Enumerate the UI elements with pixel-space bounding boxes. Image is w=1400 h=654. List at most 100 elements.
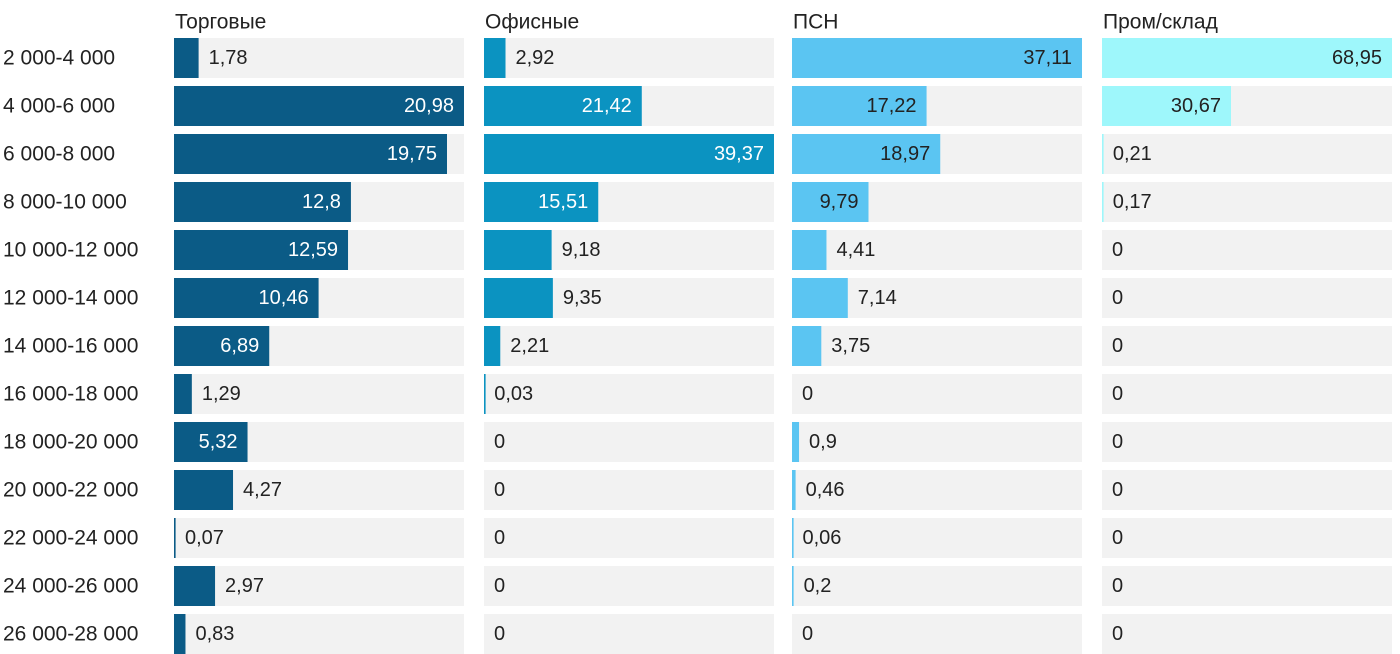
bar-track <box>484 470 774 510</box>
bar <box>792 38 1082 78</box>
data-label: 2,21 <box>510 335 549 357</box>
data-label: 5,32 <box>199 431 238 453</box>
bar <box>792 518 794 558</box>
bar-track <box>1102 278 1392 318</box>
data-label: 0 <box>802 383 813 405</box>
bar <box>1102 86 1231 126</box>
bar <box>174 134 447 174</box>
panel-title: Пром/склад <box>1103 11 1218 34</box>
data-label: 12,59 <box>288 239 338 261</box>
data-label: 10,46 <box>259 287 309 309</box>
bar <box>174 518 176 558</box>
bar-track <box>1102 518 1392 558</box>
category-label: 26 000-28 000 <box>3 623 138 646</box>
bar-track <box>1102 614 1392 654</box>
data-label: 1,78 <box>209 47 248 69</box>
bar <box>174 326 270 366</box>
data-label: 0,21 <box>1113 143 1152 165</box>
bar <box>174 566 216 606</box>
data-label: 1,29 <box>202 383 241 405</box>
bar <box>484 182 599 222</box>
data-label: 12,8 <box>302 191 341 213</box>
panel-title: ПСН <box>793 11 838 34</box>
category-label: 14 000-16 000 <box>3 335 138 358</box>
data-label: 4,27 <box>243 479 282 501</box>
category-label: 18 000-20 000 <box>3 431 138 454</box>
bar <box>484 374 486 414</box>
data-label: 0 <box>1112 239 1123 261</box>
bar <box>174 86 464 126</box>
bar-track <box>1102 470 1392 510</box>
data-label: 0 <box>494 575 505 597</box>
data-label: 0,06 <box>802 527 841 549</box>
data-label: 2,97 <box>225 575 264 597</box>
bar-track <box>1102 374 1392 414</box>
data-label: 20,98 <box>404 95 454 117</box>
bar-track <box>484 374 774 414</box>
bar <box>484 326 501 366</box>
data-label: 0 <box>1112 623 1123 645</box>
data-label: 9,35 <box>563 287 602 309</box>
bar-track <box>174 38 464 78</box>
bar <box>792 422 800 462</box>
bar-track <box>792 614 1082 654</box>
bar <box>792 86 927 126</box>
bar-track <box>792 374 1082 414</box>
data-label: 0 <box>1112 527 1123 549</box>
bar <box>174 182 351 222</box>
bar <box>792 326 822 366</box>
category-label: 2 000-4 000 <box>3 47 115 70</box>
data-label: 15,51 <box>538 191 588 213</box>
bar-track <box>174 518 464 558</box>
bar-track <box>484 566 774 606</box>
bar-track <box>174 614 464 654</box>
bar <box>792 230 827 270</box>
category-label: 12 000-14 000 <box>3 287 138 310</box>
bar-track <box>792 566 1082 606</box>
bar-track <box>174 566 464 606</box>
category-label: 16 000-18 000 <box>3 383 138 406</box>
bar <box>174 614 186 654</box>
category-label: 20 000-22 000 <box>3 479 138 502</box>
data-label: 0 <box>494 431 505 453</box>
bar-track <box>1102 422 1392 462</box>
data-label: 19,75 <box>387 143 437 165</box>
bar-track <box>1102 134 1392 174</box>
bar-track <box>484 38 774 78</box>
data-label: 2,92 <box>516 47 555 69</box>
data-label: 0 <box>1112 479 1123 501</box>
bar <box>484 86 642 126</box>
data-label: 30,67 <box>1171 95 1221 117</box>
data-label: 0 <box>494 479 505 501</box>
bar-track <box>792 326 1082 366</box>
data-label: 0,07 <box>185 527 224 549</box>
category-label: 22 000-24 000 <box>3 527 138 550</box>
data-label: 0 <box>1112 575 1123 597</box>
bar-track <box>484 614 774 654</box>
bar <box>174 470 234 510</box>
bar-track <box>484 422 774 462</box>
category-label: 4 000-6 000 <box>3 95 115 118</box>
data-label: 18,97 <box>880 143 930 165</box>
bar-track <box>792 470 1082 510</box>
bar <box>484 38 506 78</box>
bar <box>174 230 349 270</box>
category-label: 10 000-12 000 <box>3 239 138 262</box>
bar-track <box>792 518 1082 558</box>
bar-track <box>1102 182 1392 222</box>
data-label: 0 <box>802 623 813 645</box>
bar <box>792 566 794 606</box>
bar-track <box>484 326 774 366</box>
data-label: 68,95 <box>1332 47 1382 69</box>
bar-track <box>1102 566 1392 606</box>
category-label: 24 000-26 000 <box>3 575 138 598</box>
bar <box>174 38 199 78</box>
bar-track <box>1102 326 1392 366</box>
bar <box>792 134 941 174</box>
bar-track <box>174 374 464 414</box>
data-label: 37,11 <box>1023 47 1072 69</box>
panel-title: Торговые <box>175 11 266 34</box>
data-label: 0,46 <box>806 479 845 501</box>
data-label: 4,41 <box>836 239 875 261</box>
